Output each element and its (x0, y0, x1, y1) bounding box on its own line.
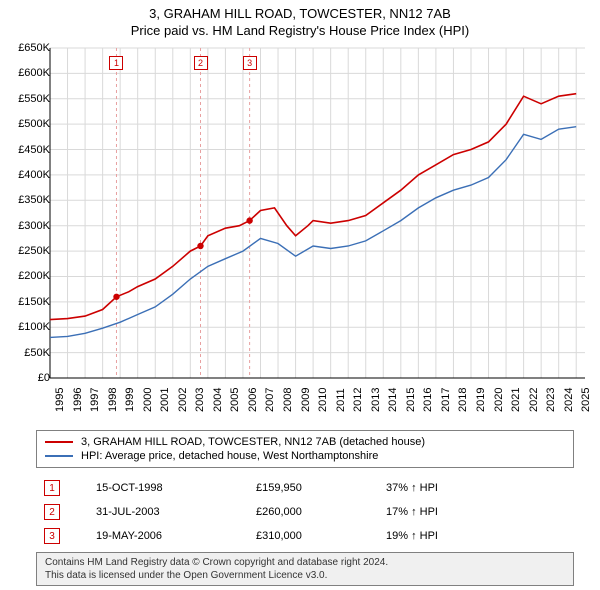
sales-price: £159,950 (256, 482, 386, 494)
sales-pct: 37% ↑ HPI (386, 482, 516, 494)
xtick-label: 2014 (387, 388, 399, 412)
ytick-label: £100K (0, 321, 50, 333)
footer-line-1: Contains HM Land Registry data © Crown c… (45, 556, 565, 569)
marker-label-1: 1 (109, 56, 123, 70)
xtick-label: 2019 (475, 388, 487, 412)
xtick-label: 1996 (72, 388, 84, 412)
xtick-label: 2013 (370, 388, 382, 412)
xtick-label: 2023 (545, 388, 557, 412)
chart-svg (50, 48, 585, 378)
ytick-label: £350K (0, 194, 50, 206)
xtick-label: 1995 (54, 388, 66, 412)
sales-row: 3 19-MAY-2006£310,00019% ↑ HPI (36, 524, 574, 548)
sales-marker: 1 (44, 480, 60, 496)
sales-row: 1 15-OCT-1998£159,95037% ↑ HPI (36, 476, 574, 500)
xtick-label: 2000 (142, 388, 154, 412)
xtick-label: 2015 (405, 388, 417, 412)
xtick-label: 2017 (440, 388, 452, 412)
sales-date: 15-OCT-1998 (96, 482, 256, 494)
chart-container: 3, GRAHAM HILL ROAD, TOWCESTER, NN12 7AB… (0, 0, 600, 590)
sales-date: 19-MAY-2006 (96, 530, 256, 542)
xtick-label: 2018 (457, 388, 469, 412)
sales-marker: 3 (44, 528, 60, 544)
marker-label-2: 2 (194, 56, 208, 70)
ytick-label: £500K (0, 118, 50, 130)
xtick-label: 2002 (177, 388, 189, 412)
legend-label: HPI: Average price, detached house, West… (81, 450, 378, 462)
xtick-label: 1997 (89, 388, 101, 412)
ytick-label: £300K (0, 220, 50, 232)
xtick-label: 2003 (194, 388, 206, 412)
sales-pct: 19% ↑ HPI (386, 530, 516, 542)
xtick-label: 2012 (352, 388, 364, 412)
footer-line-2: This data is licensed under the Open Gov… (45, 569, 565, 582)
xtick-label: 2005 (229, 388, 241, 412)
marker-label-3: 3 (243, 56, 257, 70)
sales-marker: 2 (44, 504, 60, 520)
sales-price: £260,000 (256, 506, 386, 518)
xtick-label: 2011 (335, 388, 347, 412)
legend-swatch (45, 455, 73, 457)
sales-pct: 17% ↑ HPI (386, 506, 516, 518)
ytick-label: £250K (0, 245, 50, 257)
xtick-label: 2001 (159, 388, 171, 412)
xtick-label: 2010 (317, 388, 329, 412)
ytick-label: £600K (0, 67, 50, 79)
legend-item: HPI: Average price, detached house, West… (45, 449, 565, 463)
ytick-label: £50K (0, 347, 50, 359)
legend-swatch (45, 441, 73, 443)
xtick-label: 1998 (107, 388, 119, 412)
xtick-label: 2025 (580, 388, 592, 412)
marker-dot-1 (113, 294, 119, 300)
chart-area: 1 2 3 (50, 48, 585, 378)
titles: 3, GRAHAM HILL ROAD, TOWCESTER, NN12 7AB… (0, 0, 600, 40)
xtick-label: 2016 (422, 388, 434, 412)
xtick-label: 2021 (510, 388, 522, 412)
legend-item: 3, GRAHAM HILL ROAD, TOWCESTER, NN12 7AB… (45, 435, 565, 449)
marker-dot-2 (197, 243, 203, 249)
title-subtitle: Price paid vs. HM Land Registry's House … (10, 23, 590, 38)
legend: 3, GRAHAM HILL ROAD, TOWCESTER, NN12 7AB… (36, 430, 574, 468)
xtick-label: 2009 (300, 388, 312, 412)
xtick-label: 1999 (124, 388, 136, 412)
ytick-label: £550K (0, 93, 50, 105)
xtick-label: 2007 (264, 388, 276, 412)
ytick-label: £200K (0, 270, 50, 282)
xtick-label: 2008 (282, 388, 294, 412)
xtick-label: 2020 (493, 388, 505, 412)
xtick-label: 2006 (247, 388, 259, 412)
ytick-label: £400K (0, 169, 50, 181)
sales-row: 2 31-JUL-2003£260,00017% ↑ HPI (36, 500, 574, 524)
ytick-label: £650K (0, 42, 50, 54)
title-main: 3, GRAHAM HILL ROAD, TOWCESTER, NN12 7AB (10, 6, 590, 21)
legend-label: 3, GRAHAM HILL ROAD, TOWCESTER, NN12 7AB… (81, 436, 425, 448)
xtick-label: 2022 (528, 388, 540, 412)
sales-price: £310,000 (256, 530, 386, 542)
ytick-label: £150K (0, 296, 50, 308)
sales-date: 31-JUL-2003 (96, 506, 256, 518)
xtick-label: 2024 (563, 388, 575, 412)
ytick-label: £0 (0, 372, 50, 384)
xtick-label: 2004 (212, 388, 224, 412)
sales-table: 1 15-OCT-1998£159,95037% ↑ HPI 2 31-JUL-200… (36, 476, 574, 548)
marker-dot-3 (246, 217, 252, 223)
attribution-footer: Contains HM Land Registry data © Crown c… (36, 552, 574, 586)
ytick-label: £450K (0, 144, 50, 156)
